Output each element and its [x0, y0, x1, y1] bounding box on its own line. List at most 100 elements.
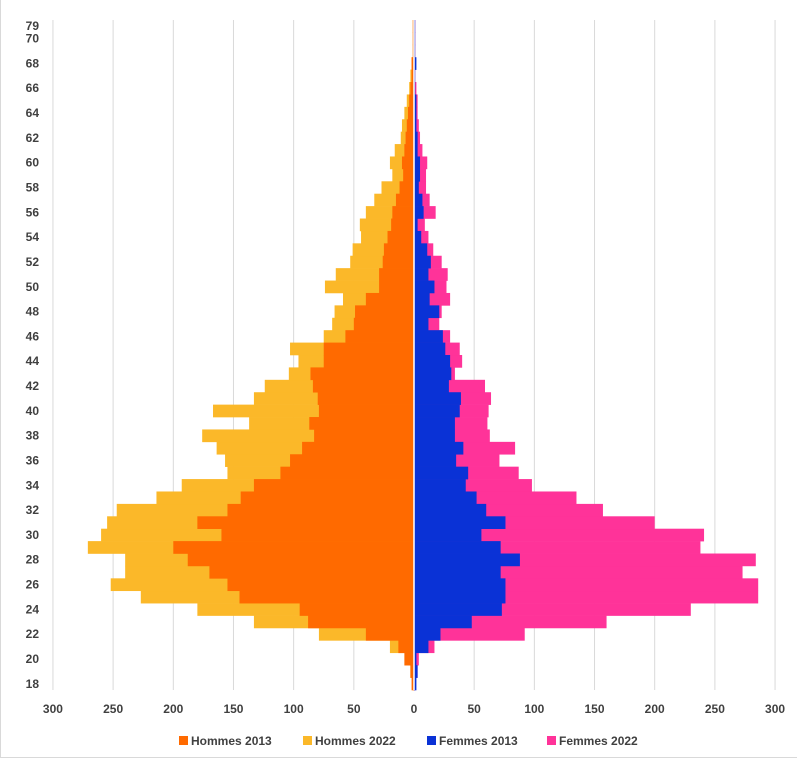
- y-tick-label: 64: [26, 106, 40, 120]
- bar-femmes-2013: [414, 305, 440, 319]
- bar-femmes-2013: [414, 615, 472, 629]
- bar-femmes-2013: [414, 206, 424, 219]
- y-tick-label: 24: [26, 602, 40, 616]
- bar-femmes-2013: [414, 652, 417, 666]
- bar-hommes-2013: [404, 652, 414, 666]
- bar-femmes-2013: [414, 144, 418, 157]
- y-tick-label: 40: [26, 404, 40, 418]
- bar-hommes-2013: [387, 230, 414, 244]
- bar-hommes-2013: [280, 466, 414, 480]
- x-tick-label: 250: [705, 702, 725, 716]
- bar-femmes-2013: [414, 317, 429, 331]
- bar-femmes-2022: [414, 144, 423, 157]
- bar-femmes-2013: [414, 94, 417, 108]
- bar-hommes-2013: [187, 553, 414, 567]
- x-tick-label: 100: [284, 702, 304, 716]
- bar-hommes-2013: [209, 565, 414, 579]
- bar-hommes-2013: [173, 541, 414, 554]
- bar-femmes-2013: [414, 330, 443, 343]
- legend-swatch: [303, 736, 312, 745]
- bar-hommes-2013: [401, 156, 414, 170]
- bar-hommes-2013: [391, 218, 414, 232]
- bar-femmes-2013: [414, 417, 455, 430]
- bar-femmes-2013: [414, 516, 506, 530]
- legend-swatch: [179, 736, 188, 745]
- bar-femmes-2013: [414, 565, 501, 579]
- y-tick-label: 66: [26, 81, 40, 95]
- y-tick-label: 50: [26, 280, 40, 294]
- legend-label: Hommes 2013: [191, 734, 272, 748]
- bar-hommes-2013: [355, 305, 414, 319]
- bar-hommes-2013: [410, 665, 414, 678]
- bar-femmes-2013: [414, 466, 469, 480]
- bar-femmes-2013: [414, 491, 477, 505]
- bar-femmes-2013: [414, 106, 417, 120]
- x-tick-label: 50: [347, 702, 361, 716]
- bar-hommes-2013: [399, 181, 414, 195]
- bar-femmes-2013: [414, 541, 501, 554]
- bar-hommes-2013: [308, 615, 414, 629]
- bar-hommes-2013: [318, 404, 414, 418]
- bar-femmes-2013: [414, 578, 506, 592]
- legend-item: Hommes 2013: [179, 734, 272, 748]
- bar-femmes-2013: [414, 367, 452, 381]
- legend-label: Femmes 2013: [439, 734, 518, 748]
- bar-femmes-2022: [414, 528, 705, 542]
- bar-hommes-2013: [323, 342, 414, 356]
- bar-hommes-2013: [379, 268, 414, 281]
- bar-hommes-2013: [405, 131, 414, 145]
- bar-femmes-2013: [414, 441, 464, 455]
- bar-femmes-2013: [414, 255, 431, 269]
- y-tick-label: 32: [26, 503, 40, 517]
- x-tick-label: 200: [645, 702, 665, 716]
- bar-femmes-2013: [414, 677, 417, 691]
- x-tick-label: 200: [163, 702, 183, 716]
- bar-hommes-2013: [411, 57, 414, 70]
- y-tick-label: 38: [26, 429, 40, 443]
- x-tick-label: 150: [585, 702, 605, 716]
- y-tick-label: 79: [26, 19, 40, 33]
- x-tick-label: 100: [524, 702, 544, 716]
- x-tick-label: 300: [43, 702, 63, 716]
- y-tick-label: 68: [26, 56, 40, 70]
- bar-femmes-2013: [414, 503, 487, 517]
- legend: Hommes 2013 Hommes 2022 Femmes 2013 Femmes …: [179, 734, 638, 748]
- bar-hommes-2013: [365, 292, 414, 306]
- y-tick-label: 56: [26, 205, 40, 219]
- bar-femmes-2013: [414, 181, 419, 195]
- bar-femmes-2013: [414, 168, 421, 182]
- bar-femmes-2013: [414, 57, 417, 70]
- y-tick-label: 70: [26, 32, 40, 46]
- bar-femmes-2013: [414, 193, 423, 207]
- bar-femmes-2013: [414, 479, 466, 492]
- bar-hommes-2013: [221, 528, 414, 542]
- y-tick-label: 62: [26, 131, 40, 145]
- bar-femmes-2013: [414, 665, 418, 678]
- x-tick-labels: 300 250 200 150 100 50 0 50 100 150 200 250 300: [43, 702, 785, 716]
- y-tick-label: 30: [26, 528, 40, 542]
- y-tick-label: 60: [26, 156, 40, 170]
- bar-femmes-2013: [414, 243, 428, 257]
- bar-femmes-2013: [414, 392, 461, 405]
- y-tick-label: 46: [26, 329, 40, 343]
- bar-hommes-2013: [407, 106, 414, 120]
- x-tick-label: 300: [765, 702, 785, 716]
- y-tick-label: 58: [26, 181, 40, 195]
- y-tick-labels: 18 20 22 24 26 28 30 32 34 36 38 40 42 44 46 48 50 52 54 56…: [26, 19, 40, 691]
- y-tick-label: 20: [26, 652, 40, 666]
- y-tick-label: 18: [26, 677, 40, 691]
- bar-hommes-2013: [382, 255, 414, 269]
- legend-item: Femmes 2013: [427, 734, 518, 748]
- bar-femmes-2013: [414, 156, 421, 170]
- y-tick-label: 22: [26, 627, 40, 641]
- bar-femmes-2013: [414, 280, 435, 294]
- legend-label: Hommes 2022: [315, 734, 396, 748]
- legend-item: Femmes 2022: [547, 734, 638, 748]
- bar-hommes-2013: [383, 243, 414, 257]
- bar-hommes-2013: [310, 367, 414, 381]
- bar-femmes-2013: [414, 454, 457, 467]
- bar-hommes-2013: [227, 503, 414, 517]
- bar-hommes-2013: [403, 168, 414, 182]
